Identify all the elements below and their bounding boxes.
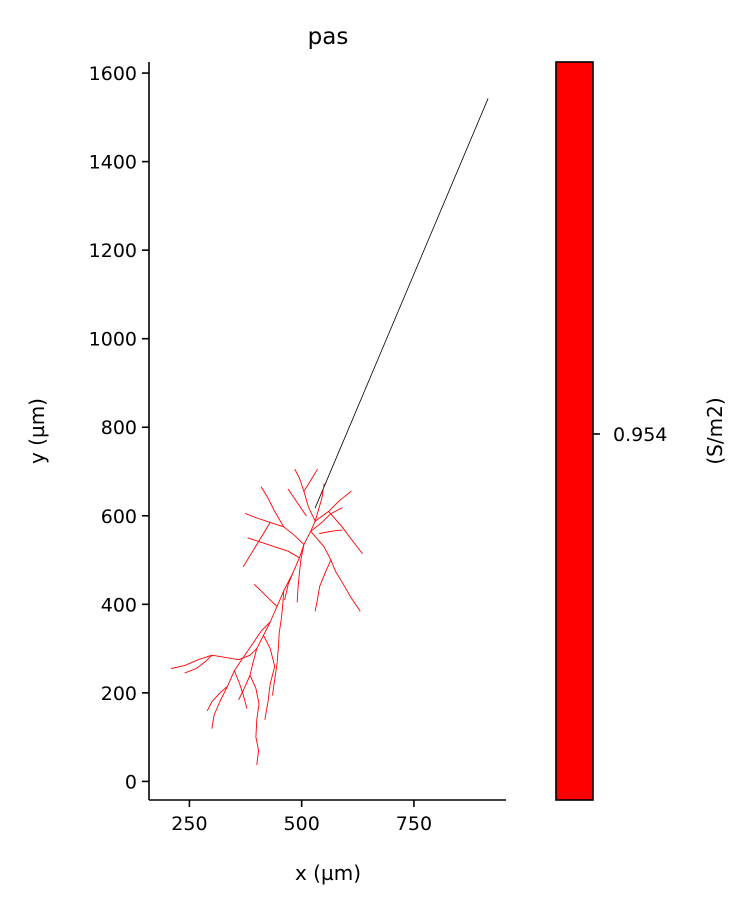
y-tick-label: 200 [101, 683, 137, 705]
x-tick-label: 250 [171, 813, 207, 835]
dendrites-segment [233, 670, 248, 709]
colorbar: 0.954 (S/m2) [555, 61, 727, 801]
y-axis-label: y (µm) [25, 398, 49, 464]
dendrites-segment [284, 572, 294, 601]
dendrites-segment [296, 544, 305, 603]
y-tick-label: 1600 [89, 63, 137, 85]
dendrites-segment [211, 621, 271, 729]
x-tick-label: 500 [284, 813, 320, 835]
dendrites-segment [247, 537, 300, 559]
y-tick-label: 0 [125, 771, 137, 793]
dendrites-segment [184, 654, 213, 674]
x-tick-label: 750 [396, 813, 432, 835]
segments-layer [171, 98, 489, 766]
dendrites-segment [260, 486, 285, 528]
y-tick-label: 600 [101, 506, 137, 528]
dendrites-segment [314, 483, 325, 522]
dendrites-segment [328, 510, 363, 554]
dendrites-segment [314, 490, 352, 522]
dendrites-segment [256, 520, 316, 650]
ticks-layer: 250 500 750 0 200 400 600 800 1000 1200 1400 1600 [89, 63, 432, 835]
y-tick-label: 1000 [89, 329, 137, 351]
y-tick-label: 1200 [89, 240, 137, 262]
y-tick-label: 800 [101, 417, 137, 439]
dendrites-segment [263, 634, 276, 720]
dendrites-segment [249, 674, 260, 766]
axon-segment [314, 98, 489, 509]
dendrites-segment [242, 521, 271, 568]
colorbar-swatch [555, 61, 594, 801]
colorbar-tick-label: 0.954 [613, 424, 667, 446]
dendrites-segment [319, 529, 343, 534]
dendrites-segment [310, 530, 361, 612]
dendrites-series [171, 468, 363, 766]
chart-title: pas [308, 24, 349, 50]
dendrites-segment [310, 507, 343, 532]
dendrites-segment [314, 559, 332, 612]
dendrites-segment [206, 685, 229, 712]
colorbar-label: (S/m2) [703, 397, 727, 464]
dendrites-segment [287, 488, 307, 517]
dendrites-segment [245, 513, 305, 546]
x-axis-label: x (µm) [295, 861, 361, 885]
dendrites-segment [171, 648, 258, 669]
y-tick-label: 1400 [89, 152, 137, 174]
main-plot-area: pas 250 500 750 0 200 400 600 800 1000 1200 1400 16… [25, 24, 506, 885]
dendrites-segment [254, 583, 278, 607]
axon-series [314, 98, 489, 509]
dendrites-segment [303, 468, 318, 492]
dendrites-segment [272, 590, 285, 696]
y-tick-label: 400 [101, 594, 137, 616]
